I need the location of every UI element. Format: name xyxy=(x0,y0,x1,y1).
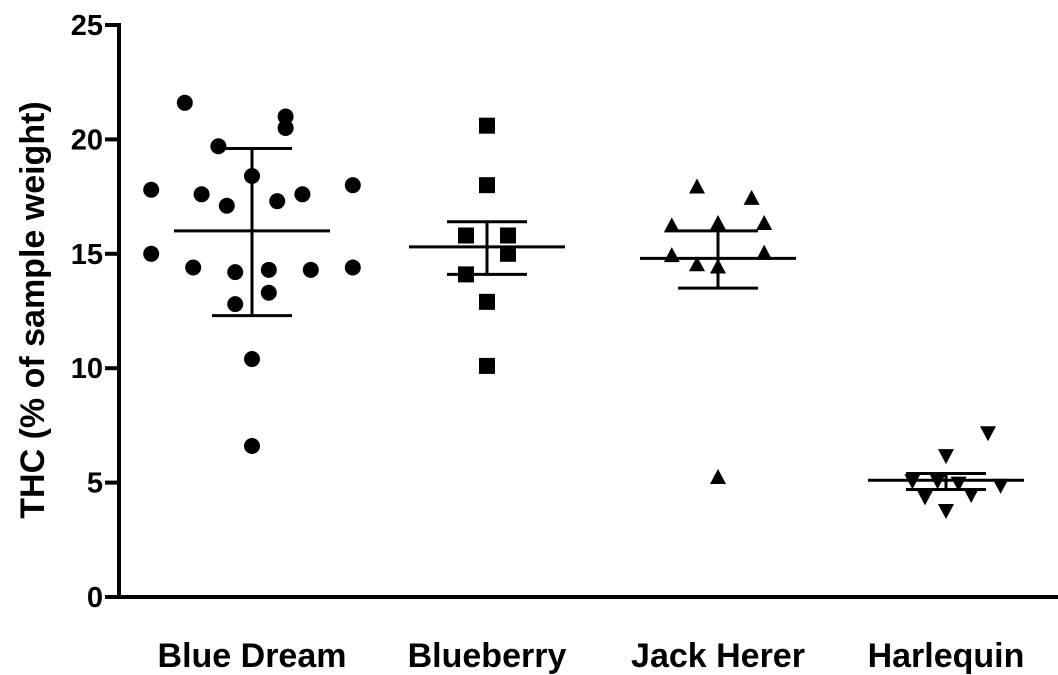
data-point xyxy=(143,245,160,262)
y-axis-ticks: 0 5 10 15 20 25 xyxy=(71,10,119,614)
data-point xyxy=(479,357,495,374)
data-point xyxy=(500,245,516,262)
y-axis-title: THC (% of sample weight) xyxy=(14,101,52,518)
y-tick-label: 20 xyxy=(71,124,103,156)
data-point xyxy=(260,284,277,301)
data-point xyxy=(302,261,319,278)
y-tick-label: 15 xyxy=(71,239,103,271)
data-point xyxy=(244,437,260,454)
data-point xyxy=(269,193,286,210)
data-point xyxy=(294,186,311,203)
data-point xyxy=(663,247,680,263)
data-point xyxy=(344,259,361,276)
y-tick-label: 10 xyxy=(71,353,103,385)
data-point xyxy=(244,168,260,185)
data-point xyxy=(479,177,495,194)
data-point xyxy=(710,258,726,274)
data-point xyxy=(244,351,260,368)
data-point xyxy=(277,108,294,125)
data-point xyxy=(227,264,244,281)
data-point xyxy=(479,293,495,310)
data-point xyxy=(663,217,680,233)
data-point xyxy=(176,94,193,111)
data-point xyxy=(185,259,202,276)
data-point xyxy=(710,215,726,231)
x-category-label: Blue Dream xyxy=(158,637,347,675)
y-tick-label: 5 xyxy=(87,468,103,500)
y-tick-label: 0 xyxy=(87,582,103,614)
data-point xyxy=(218,197,235,214)
data-point xyxy=(929,474,946,490)
data-point xyxy=(193,186,210,203)
data-point xyxy=(500,227,516,244)
x-category-label: Blueberry xyxy=(408,637,567,675)
data-point xyxy=(479,117,495,134)
data-point xyxy=(710,469,726,485)
data-point xyxy=(950,476,967,492)
data-point xyxy=(143,181,160,198)
x-axis-categories: Blue Dream Blueberry Jack Herer Harlequin xyxy=(158,637,1025,675)
data-point xyxy=(277,119,294,136)
data-point xyxy=(210,138,227,155)
data-point xyxy=(904,474,921,490)
data-point xyxy=(260,261,277,278)
data-point xyxy=(992,478,1009,494)
data-point xyxy=(227,296,244,313)
data-point xyxy=(689,178,705,194)
data-point xyxy=(689,256,705,272)
x-category-label: Jack Herer xyxy=(631,637,805,675)
data-point xyxy=(344,177,361,194)
data-point xyxy=(458,266,474,283)
data-point xyxy=(917,490,933,506)
data-point xyxy=(938,449,954,465)
x-category-label: Harlequin xyxy=(868,637,1025,675)
axes xyxy=(117,23,1058,599)
data-point xyxy=(458,227,474,244)
data-points xyxy=(143,94,1009,520)
data-point xyxy=(963,488,980,504)
data-point xyxy=(743,189,760,205)
data-point xyxy=(756,244,773,260)
data-point xyxy=(938,504,954,520)
data-point xyxy=(756,215,773,231)
y-tick-label: 25 xyxy=(71,10,103,42)
data-point xyxy=(980,426,996,442)
